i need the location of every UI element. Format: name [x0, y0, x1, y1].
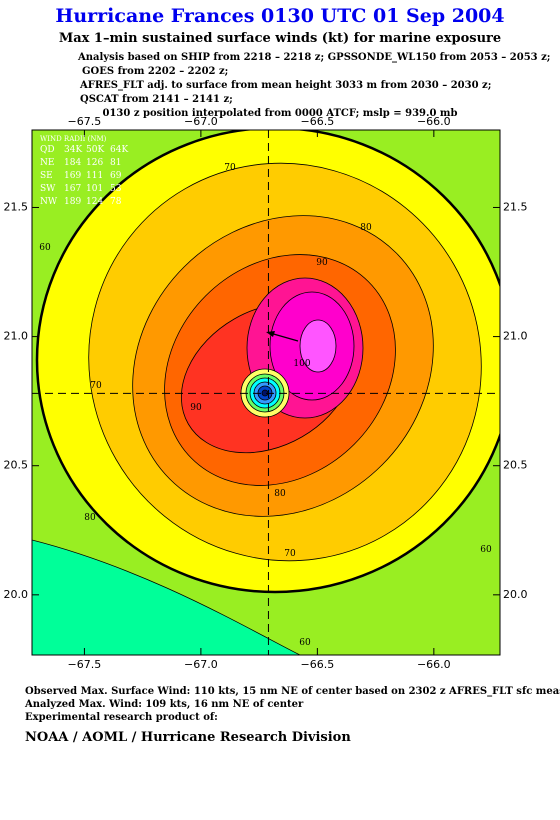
radii-header: 50K — [86, 145, 104, 155]
radii-cell: 111 — [86, 171, 103, 181]
x-tick-label: −67.0 — [184, 115, 218, 128]
y-tick-label: 21.5 — [4, 200, 29, 213]
y-tick-label: 21.5 — [503, 200, 528, 213]
note: QSCAT from 2141 – 2141 z; — [80, 94, 233, 105]
y-tick-label: 20.5 — [4, 459, 29, 472]
contour-label: 80 — [84, 513, 96, 523]
radii-header: 34K — [64, 145, 82, 155]
y-tick-label: 21.0 — [4, 330, 29, 343]
footer-line: Observed Max. Surface Wind: 110 kts, 15 … — [25, 686, 560, 697]
radii-cell: 124 — [86, 197, 103, 207]
position-note: 0130 z position interpolated from 0000 A… — [103, 108, 458, 119]
x-tick-label: −66.0 — [417, 658, 451, 671]
contour-label: 90 — [316, 258, 328, 268]
radii-title: WIND RADII (NM) — [40, 135, 107, 143]
contour-label: 60 — [39, 243, 51, 253]
radii-cell: NW — [40, 197, 58, 207]
organization: NOAA / AOML / Hurricane Research Divisio… — [25, 730, 351, 745]
radii-cell: SW — [40, 184, 56, 194]
axes: −67.5 −67.5 −67.0 −67.0 −66.5 −66.5 −66.0 −66.0… — [4, 115, 528, 671]
contour-label: 70 — [224, 163, 236, 173]
radii-cell: 81 — [110, 158, 121, 168]
radii-cell: 126 — [86, 158, 103, 168]
radii-cell: NE — [40, 158, 54, 168]
contour-band — [299, 319, 337, 373]
x-tick-label: −66.5 — [301, 658, 335, 671]
radii-cell: 53 — [110, 184, 122, 194]
y-tick-label: 21.0 — [503, 330, 528, 343]
radii-cell: 78 — [110, 197, 122, 207]
contour-label: 70 — [284, 549, 296, 559]
footer-line: Experimental research product of: — [25, 712, 218, 723]
x-tick-label: −66.0 — [417, 115, 451, 128]
contour-label: 80 — [360, 223, 372, 233]
contour-label: 60 — [299, 638, 311, 648]
contour-label: 70 — [90, 381, 102, 391]
radii-header: 64K — [110, 145, 128, 155]
radii-cell: 69 — [110, 171, 122, 181]
y-tick-label: 20.0 — [4, 588, 29, 601]
contour-label: 90 — [190, 403, 202, 413]
y-tick-label: 20.0 — [503, 588, 528, 601]
x-tick-label: −67.5 — [68, 658, 102, 671]
note: Analysis based on SHIP from 2218 – 2218 … — [77, 52, 550, 63]
radii-cell: 184 — [64, 158, 81, 168]
radii-cell: 169 — [64, 171, 81, 181]
radii-cell: 101 — [86, 184, 103, 194]
subtitle: Max 1–min sustained surface winds (kt) f… — [59, 31, 501, 46]
radii-header: QD — [40, 145, 55, 155]
contour-label: 80 — [274, 489, 286, 499]
arrow — [269, 332, 299, 342]
radii-cell: SE — [40, 171, 53, 181]
radii-cell: 189 — [64, 197, 81, 207]
title: Hurricane Frances 0130 UTC 01 Sep 2004 — [55, 5, 504, 27]
note: AFRES_FLT adj. to surface from mean heig… — [79, 80, 491, 91]
contour-label: 100 — [293, 359, 310, 369]
footer-line: Analyzed Max. Wind: 109 kts, 16 nm NE of… — [24, 699, 304, 710]
contour-label: 60 — [480, 545, 492, 555]
frame — [31, 129, 501, 656]
contour-map: 60 60 60 70 70 70 80 80 80 90 90 100 — [32, 130, 500, 655]
x-tick-label: −67.0 — [184, 658, 218, 671]
x-tick-label: −67.5 — [68, 115, 102, 128]
y-tick-label: 20.5 — [503, 459, 528, 472]
radii-cell: 167 — [64, 184, 81, 194]
x-tick-label: −66.5 — [301, 115, 335, 128]
note: GOES from 2202 – 2202 z; — [82, 66, 228, 77]
